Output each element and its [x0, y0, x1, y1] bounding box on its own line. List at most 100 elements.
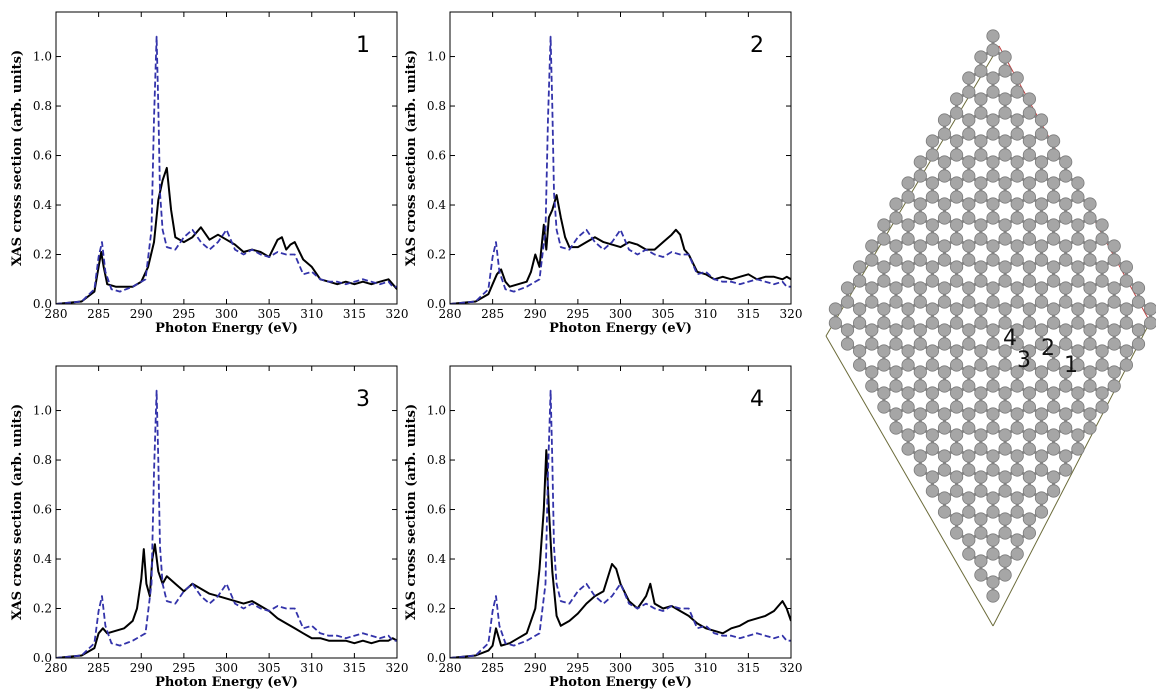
x-tick-label: 310	[300, 661, 323, 675]
carbon-atom	[986, 421, 1000, 435]
carbon-atom	[1034, 337, 1049, 351]
x-axis-title: Photon Energy (eV)	[155, 321, 298, 336]
x-axis-title: Photon Energy (eV)	[155, 675, 298, 690]
carbon-atom	[949, 386, 964, 400]
x-tick-label: 305	[258, 307, 281, 321]
carbon-atom	[1119, 302, 1134, 316]
carbon-atom	[986, 379, 1000, 393]
carbon-atom	[962, 505, 976, 519]
carbon-atom	[986, 29, 1000, 43]
carbon-atom	[1059, 239, 1073, 253]
carbon-atom	[852, 302, 867, 316]
x-tick-label: 305	[652, 661, 675, 675]
carbon-atom	[1107, 281, 1121, 295]
carbon-atom	[949, 148, 964, 162]
carbon-atom	[925, 428, 940, 442]
carbon-atom	[1047, 442, 1061, 456]
carbon-atom	[1010, 239, 1024, 253]
carbon-atom	[1047, 386, 1061, 400]
carbon-atom	[962, 281, 976, 295]
y-tick-label: 0.6	[33, 503, 52, 517]
carbon-atom	[1047, 400, 1061, 414]
carbon-atom	[1071, 400, 1085, 414]
x-tick-label: 310	[694, 307, 717, 321]
carbon-atom	[1059, 169, 1073, 183]
carbon-atom	[998, 428, 1012, 442]
carbon-atom	[1047, 232, 1061, 246]
carbon-atom	[1107, 323, 1121, 337]
carbon-atom	[1034, 253, 1049, 267]
carbon-atom	[865, 379, 879, 393]
y-tick-label: 0.0	[427, 651, 446, 665]
carbon-atom	[865, 281, 879, 295]
carbon-atom	[986, 155, 1000, 169]
dashed-series-line	[450, 35, 791, 304]
x-tick-label: 320	[780, 307, 803, 321]
y-tick-label: 0.2	[427, 602, 446, 616]
carbon-atom	[913, 337, 927, 351]
carbon-atom	[1083, 197, 1097, 211]
site-label-1: 1	[1064, 353, 1078, 378]
carbon-atom	[901, 218, 915, 232]
carbon-atom	[1095, 274, 1109, 288]
carbon-atom	[937, 211, 952, 225]
carbon-atom	[986, 547, 1000, 561]
carbon-atom	[877, 344, 891, 358]
carbon-atom	[1010, 379, 1024, 393]
carbon-atom	[937, 113, 952, 127]
y-tick-label: 0.4	[33, 552, 52, 566]
carbon-atom	[925, 316, 940, 330]
carbon-atom	[986, 533, 1000, 547]
carbon-atom	[1059, 407, 1073, 421]
carbon-atom	[949, 428, 964, 442]
carbon-atom	[1034, 211, 1049, 225]
carbon-atom	[962, 337, 976, 351]
carbon-atom	[974, 176, 988, 190]
carbon-atom	[913, 323, 927, 337]
y-axis-title: XAS cross section (arb. units)	[10, 404, 25, 620]
carbon-atom	[949, 218, 964, 232]
carbon-atom	[1010, 155, 1024, 169]
carbon-atom	[962, 323, 976, 337]
carbon-atom	[913, 463, 927, 477]
carbon-atom	[974, 344, 988, 358]
carbon-atom	[949, 484, 964, 498]
carbon-atom	[986, 127, 1000, 141]
carbon-atom	[937, 155, 952, 169]
carbon-atom	[1083, 379, 1097, 393]
carbon-atom	[986, 407, 1000, 421]
carbon-atom	[1022, 344, 1037, 358]
carbon-atom	[1034, 113, 1049, 127]
carbon-atom	[1071, 344, 1085, 358]
y-tick-label: 0.8	[427, 99, 446, 113]
carbon-atom	[937, 197, 952, 211]
carbon-atom	[1083, 407, 1097, 421]
carbon-atom	[840, 337, 855, 351]
xas-panel-1: 280 285 290 295 300 305 310 315 320 0.0 0.2 0.4 0.6 0…	[10, 11, 408, 336]
carbon-atom	[1059, 463, 1073, 477]
carbon-atom	[1034, 295, 1049, 309]
carbon-atom	[1034, 239, 1049, 253]
carbon-atom	[986, 211, 1000, 225]
plot-frame	[55, 11, 398, 305]
carbon-atom	[998, 50, 1012, 64]
carbon-atom	[1119, 358, 1134, 372]
carbon-atom	[1083, 323, 1097, 337]
carbon-atom	[1022, 526, 1037, 540]
carbon-atom	[889, 281, 903, 295]
carbon-atom	[937, 449, 952, 463]
carbon-atom	[974, 316, 988, 330]
carbon-atom	[852, 274, 867, 288]
carbon-atom	[986, 169, 1000, 183]
carbon-atom	[925, 274, 940, 288]
carbon-atom	[998, 554, 1012, 568]
carbon-atom	[986, 295, 1000, 309]
carbon-atom	[1047, 428, 1061, 442]
carbon-atom	[1119, 344, 1134, 358]
carbon-atom	[913, 155, 927, 169]
carbon-atom	[1107, 365, 1121, 379]
carbon-atom	[974, 92, 988, 106]
carbon-atom	[1022, 302, 1037, 316]
carbon-atom	[1095, 344, 1109, 358]
carbon-atom	[901, 260, 915, 274]
